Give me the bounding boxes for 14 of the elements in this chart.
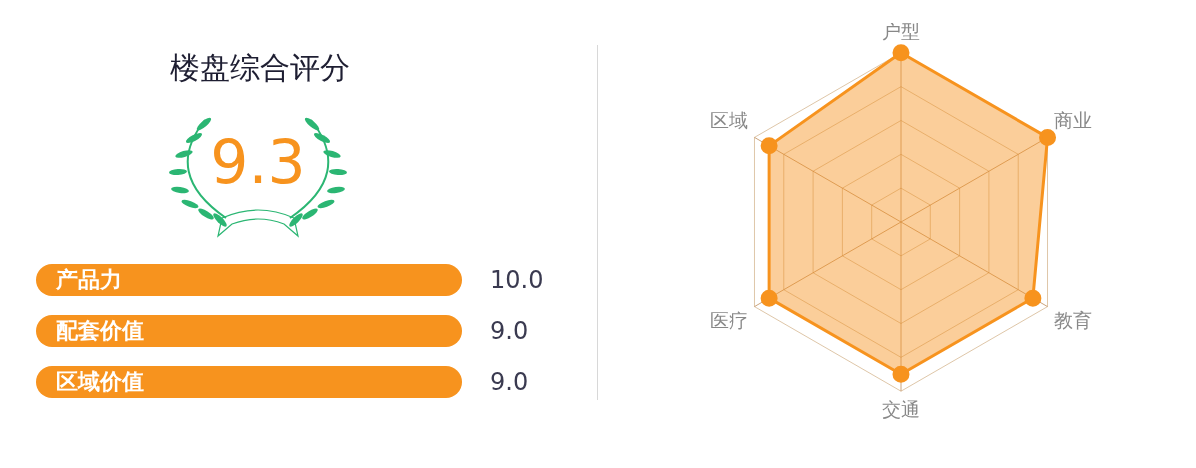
text: 9.0 (490, 316, 529, 347)
text: 楼盘综合评分 (169, 49, 351, 87)
category-label: 区域价值 (56, 369, 144, 394)
category-label: 产品力 (56, 267, 122, 292)
spoke-label: 教育 (1054, 308, 1093, 331)
text: 10.0 (490, 265, 544, 296)
spoke-label: 区域 (709, 108, 748, 131)
text: 9.0 (490, 367, 529, 398)
spoke-label: 商业 (1054, 108, 1093, 131)
category-label: 配套价值 (56, 318, 144, 343)
spoke-label: 交通 (882, 397, 920, 420)
spoke-label: 户型 (882, 20, 920, 43)
text: 9.3 (209, 126, 307, 198)
spoke-label: 医疗 (709, 308, 748, 331)
